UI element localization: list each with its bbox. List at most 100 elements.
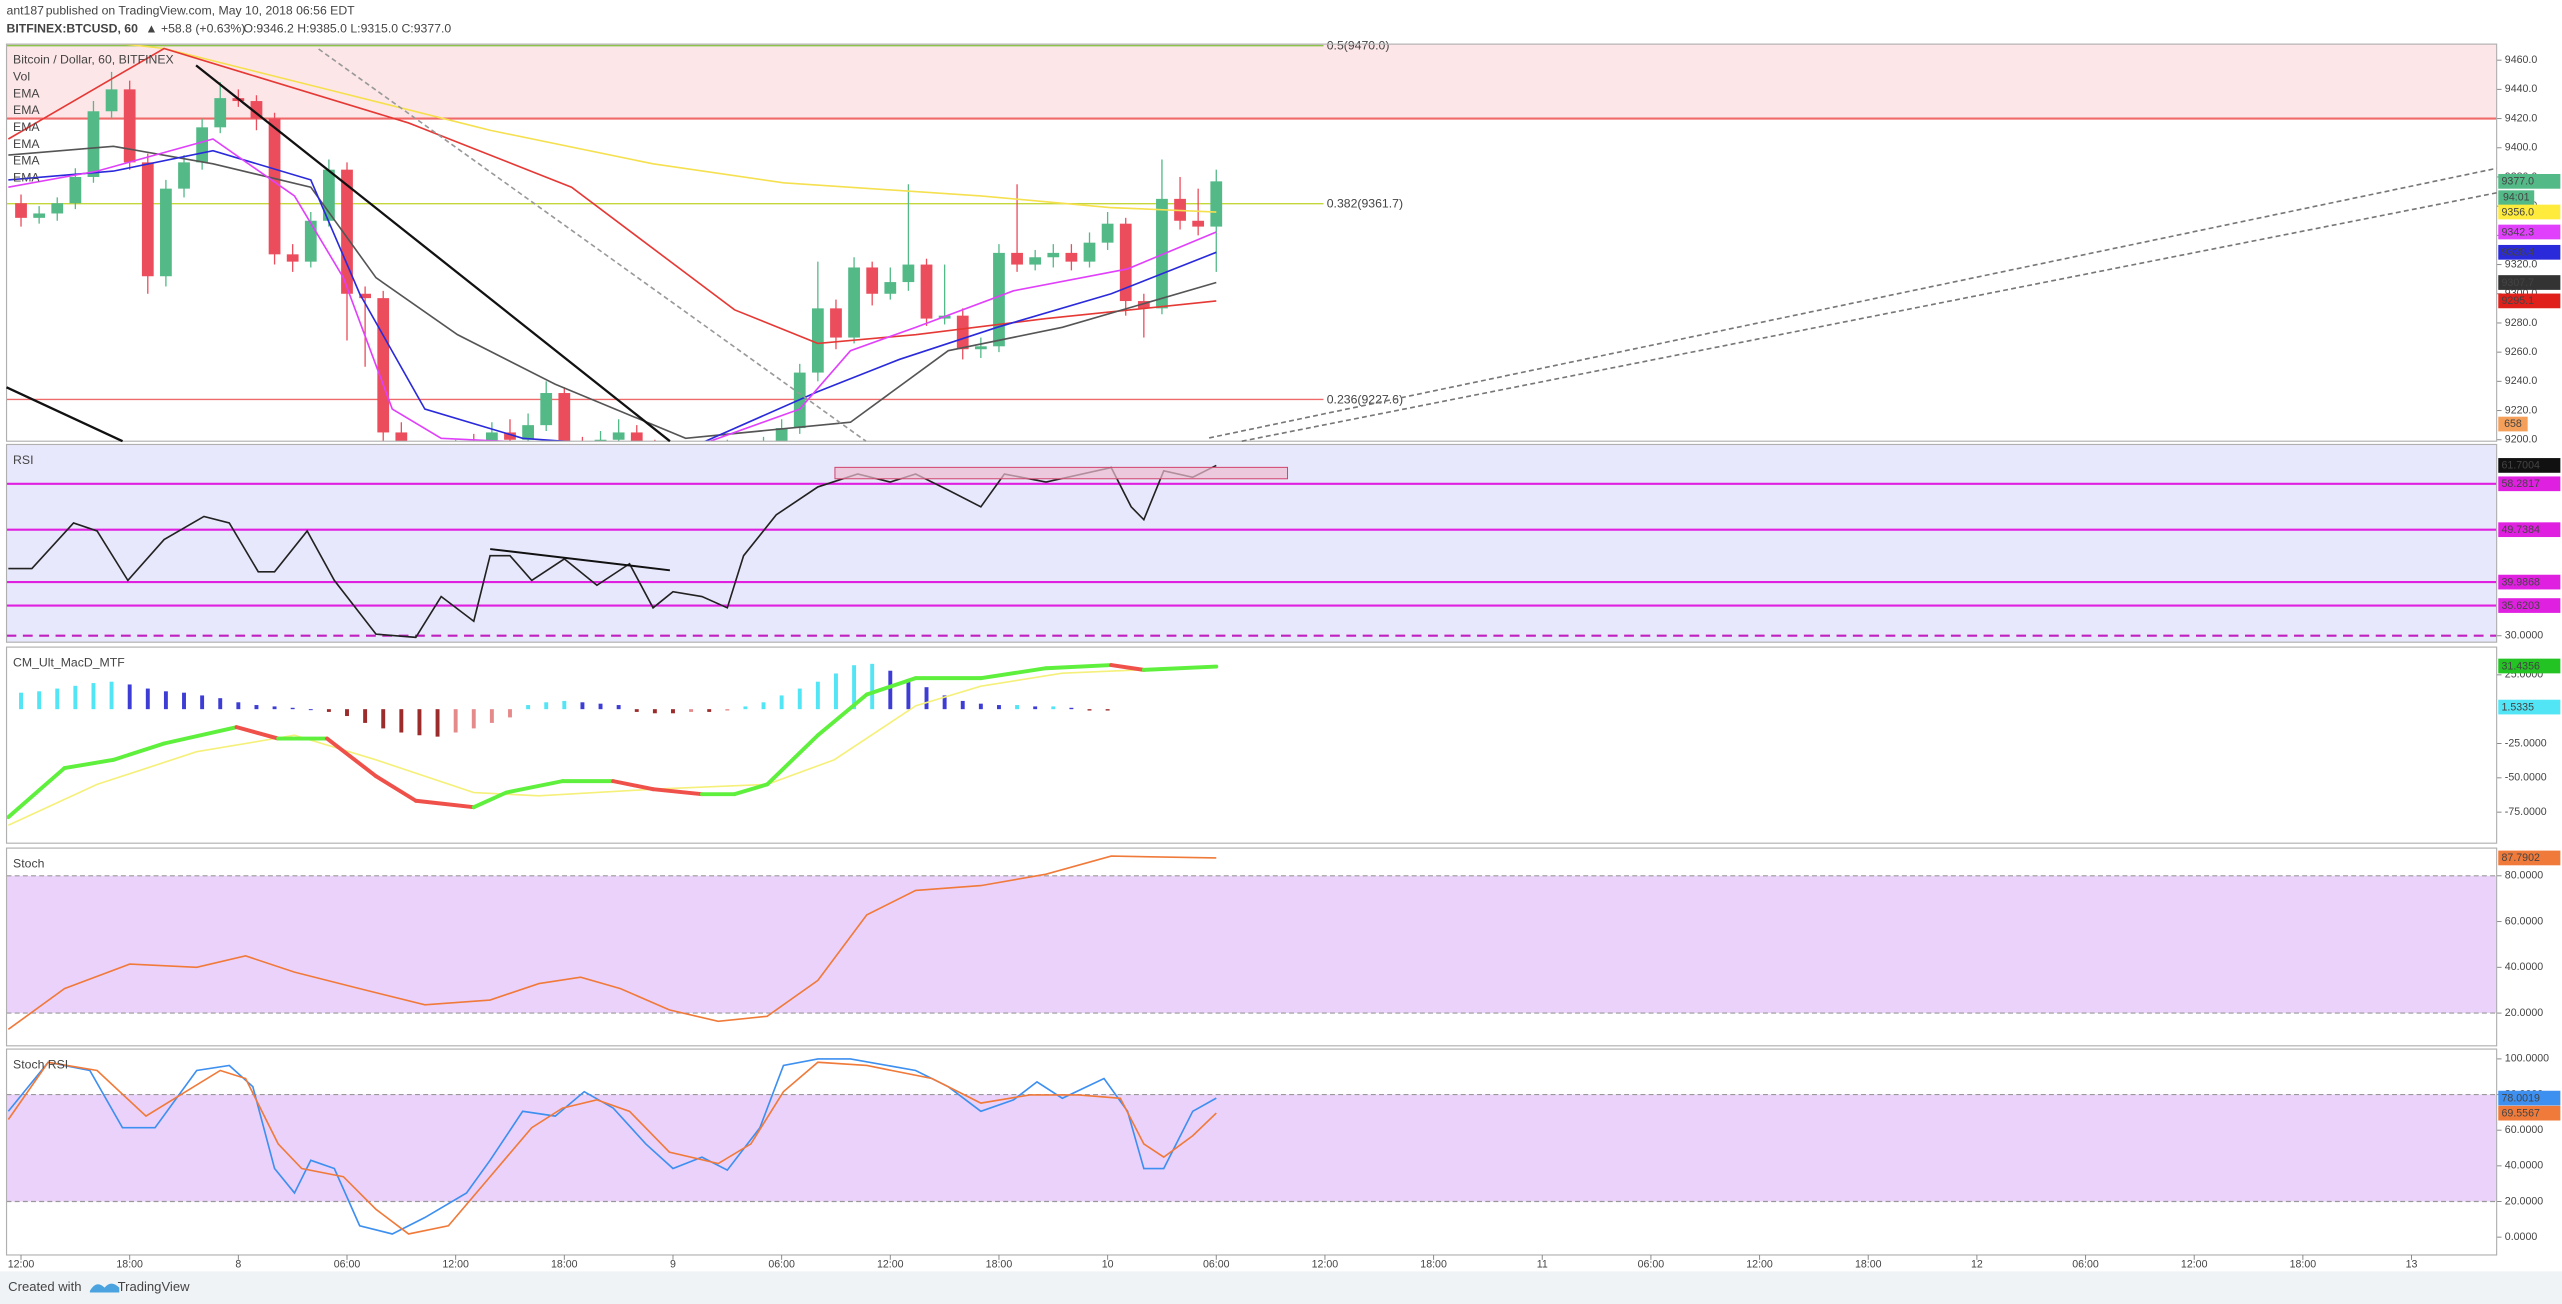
x-tick-label: 06:00 — [768, 1259, 795, 1271]
candle-body — [902, 264, 915, 283]
histogram-bar — [399, 709, 404, 733]
y-tick-label: 9240.0 — [2505, 375, 2538, 387]
author[interactable]: ant187 — [7, 4, 45, 18]
histogram-bar — [37, 691, 42, 710]
histogram-bar — [725, 709, 730, 711]
macd-segment — [234, 725, 281, 741]
price-tag — [2498, 275, 2561, 290]
y-tick-label: 9420.0 — [2505, 112, 2538, 124]
price-tag-label: 69.5567 — [2502, 1107, 2540, 1119]
histogram-bar — [797, 688, 802, 710]
panel-border — [5, 443, 2498, 643]
macd-segment — [1044, 663, 1114, 671]
dashed-line — [1241, 192, 2497, 443]
macd-segment — [611, 779, 656, 792]
legend-entry: EMA — [13, 103, 40, 117]
x-tick-label: 10 — [1102, 1259, 1114, 1271]
panel-border — [5, 1048, 2498, 1256]
price-tag-label: 87.7902 — [2502, 852, 2540, 864]
price-tag — [2498, 522, 2561, 538]
histogram-bar — [91, 683, 96, 710]
price-tag-label: 9377.0 — [2502, 176, 2535, 188]
y-tick-label: -75.0000 — [2505, 806, 2547, 818]
candle-body — [1101, 223, 1114, 243]
histogram-bar — [381, 709, 386, 729]
price-tag-label: 39.9868 — [2502, 576, 2540, 588]
candle-body — [1210, 181, 1223, 227]
footer-bar — [0, 1271, 2562, 1304]
y-tick-label: 40.0000 — [2505, 961, 2543, 973]
price-tag — [2498, 244, 2561, 260]
macd-segment — [815, 692, 869, 738]
histogram-bar — [1033, 706, 1038, 710]
candle-body — [250, 101, 263, 119]
candle-body — [1011, 252, 1023, 265]
y-tick-label: 9460.0 — [2505, 54, 2538, 66]
histogram-bar — [815, 681, 820, 710]
histogram-bar — [308, 709, 313, 711]
band — [6, 1094, 2497, 1202]
histogram-bar — [508, 709, 512, 718]
macd-segment — [765, 733, 820, 787]
ohlc: O:9346.2 H:9385.0 L:9315.0 C:9377.0 — [243, 22, 451, 36]
y-tick-label: 100.0000 — [2505, 1053, 2549, 1065]
price-tag-label: 78.0019 — [2502, 1092, 2540, 1104]
legend-entry: EMA — [13, 171, 40, 185]
dashed-line — [1208, 167, 2497, 439]
histogram-bar — [163, 691, 168, 710]
brand[interactable]: TradingView — [118, 1279, 190, 1294]
candle-body — [1192, 220, 1205, 227]
price-tag — [2498, 850, 2561, 866]
price-tag — [2498, 1105, 2561, 1121]
y-tick-label: 40.0000 — [2505, 1160, 2543, 1172]
histogram-bar — [616, 705, 621, 710]
y-tick-label: 0.0000 — [2505, 1231, 2538, 1243]
price-tag — [2498, 1090, 2561, 1106]
trend-line — [195, 64, 671, 443]
trend-line — [6, 386, 124, 443]
x-tick-label: 12:00 — [1746, 1259, 1773, 1271]
macd-segment — [111, 741, 167, 762]
countdown: 94:01 — [2503, 192, 2530, 204]
candle-body — [775, 428, 788, 442]
histogram-bar — [145, 688, 150, 710]
macd-segment — [413, 798, 476, 810]
candle-body — [485, 432, 498, 442]
x-tick-label: 12:00 — [877, 1259, 904, 1271]
panel-title: CM_Ult_MacD_MTF — [13, 656, 125, 670]
panel — [6, 44, 2497, 442]
series-line — [8, 145, 1217, 440]
price-tag — [2498, 699, 2561, 715]
macd-segment — [1109, 663, 1146, 672]
candle-body — [540, 393, 553, 426]
histogram-bar — [218, 698, 223, 710]
legend-entry: Bitcoin / Dollar, 60, BITFINEX — [13, 53, 174, 67]
macd-segment — [374, 774, 418, 803]
histogram-bar — [996, 705, 1001, 710]
x-tick-label: 12:00 — [442, 1259, 469, 1271]
panel — [6, 663, 1219, 826]
histogram-bar — [888, 670, 893, 710]
histogram-bar — [598, 703, 603, 710]
countdown-bg — [2498, 190, 2535, 206]
macd-segment — [864, 676, 918, 697]
y-tick-label: 9280.0 — [2505, 317, 2538, 329]
legend-entry: EMA — [13, 154, 40, 168]
series-line — [7, 1058, 1217, 1235]
candle-body — [866, 267, 879, 294]
price-tag — [2498, 204, 2561, 220]
macd-segment — [62, 757, 116, 771]
macd-segment — [651, 787, 704, 797]
candle-body — [214, 98, 227, 128]
fib-label: 0.382(9361.7) — [1327, 197, 1403, 211]
x-tick-label: 12 — [1971, 1259, 1983, 1271]
candle-body — [304, 220, 317, 262]
candle-body — [286, 254, 299, 262]
macd-segment — [471, 790, 509, 810]
volume-label: 658 — [2504, 418, 2522, 430]
x-tick-label: 8 — [235, 1259, 241, 1271]
panel-border — [5, 847, 2498, 1047]
candle-body — [160, 188, 172, 277]
candle-body — [993, 252, 1005, 347]
